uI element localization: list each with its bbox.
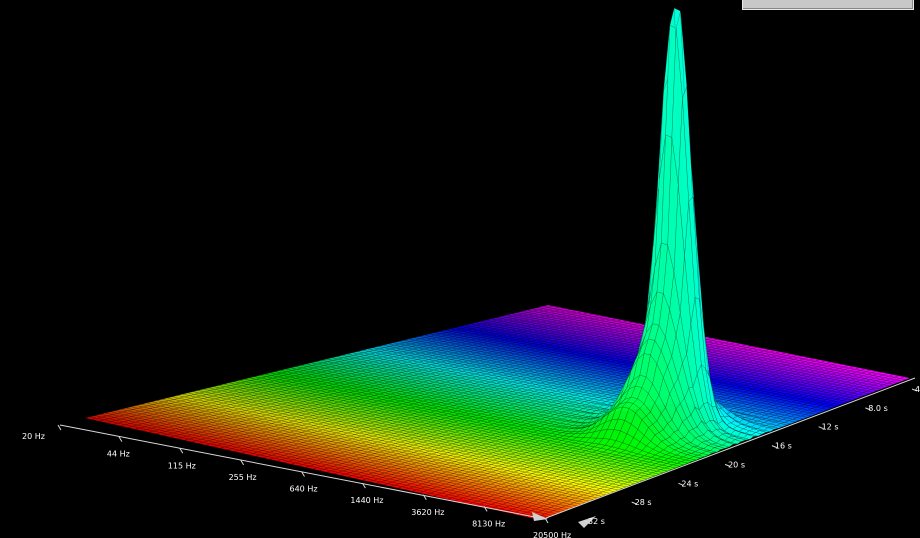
window-corner-panel (742, 0, 914, 10)
